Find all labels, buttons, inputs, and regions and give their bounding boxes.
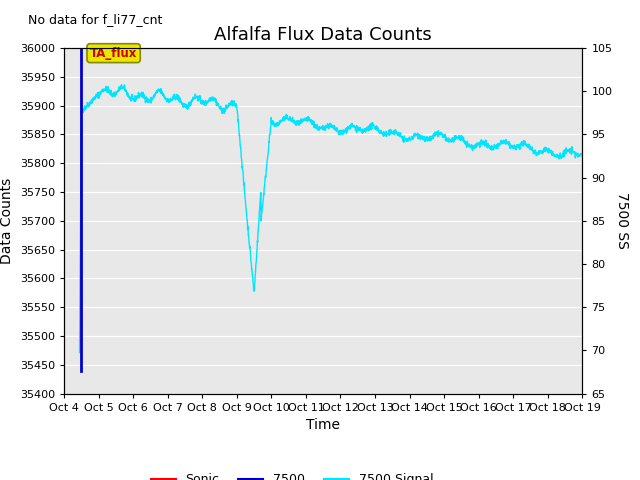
Y-axis label: Data Counts: Data Counts	[0, 178, 14, 264]
Legend: Sonic, 7500, 7500 Signal: Sonic, 7500, 7500 Signal	[145, 468, 438, 480]
X-axis label: Time: Time	[306, 418, 340, 432]
Text: TA_flux: TA_flux	[90, 47, 138, 60]
Text: No data for f_li77_cnt: No data for f_li77_cnt	[28, 13, 162, 26]
Y-axis label: 7500 SS: 7500 SS	[615, 192, 629, 249]
Title: Alfalfa Flux Data Counts: Alfalfa Flux Data Counts	[214, 25, 432, 44]
